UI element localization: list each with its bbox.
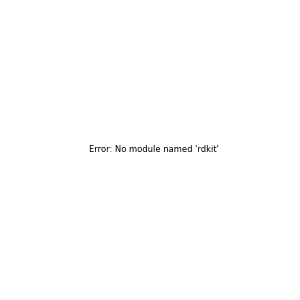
Text: Error: No module named 'rdkit': Error: No module named 'rdkit' <box>89 145 219 154</box>
